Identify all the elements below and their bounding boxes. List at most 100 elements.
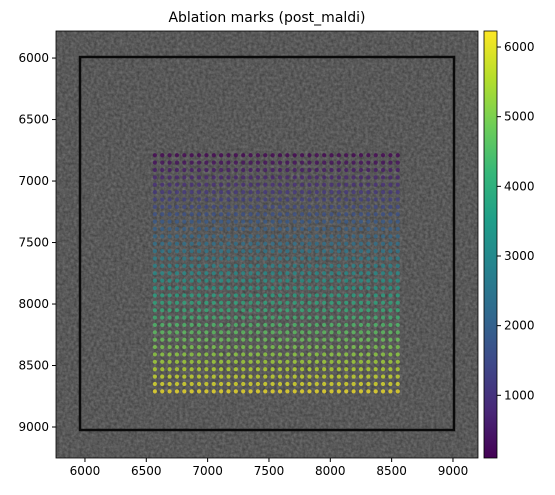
ablation-mark — [174, 249, 180, 254]
ablation-mark — [204, 167, 209, 173]
ablation-mark — [373, 241, 378, 246]
ablation-mark — [182, 167, 187, 173]
ablation-mark — [219, 374, 224, 379]
ablation-mark — [322, 337, 327, 342]
ablation-mark — [351, 315, 356, 320]
ablation-mark — [395, 197, 400, 202]
ablation-mark — [285, 322, 290, 328]
ablation-mark — [160, 300, 165, 305]
ablation-mark — [351, 182, 356, 187]
ablation-mark — [322, 263, 327, 268]
ablation-mark — [241, 315, 246, 320]
ablation-mark — [160, 153, 165, 158]
y-tick-label: 7000 — [18, 174, 49, 188]
ablation-mark — [211, 160, 216, 165]
ablation-mark — [255, 337, 261, 342]
ablation-mark — [336, 352, 341, 357]
ablation-mark — [204, 182, 209, 187]
ablation-mark — [322, 204, 327, 209]
ablation-mark — [351, 167, 356, 173]
ablation-mark — [388, 226, 393, 232]
ablation-mark — [336, 190, 341, 195]
ablation-mark — [322, 300, 327, 305]
ablation-mark — [277, 263, 283, 268]
ablation-mark — [292, 153, 297, 158]
ablation-mark — [270, 256, 275, 261]
ablation-mark — [285, 315, 290, 320]
ablation-mark — [380, 308, 386, 313]
ablation-mark — [189, 190, 194, 195]
ablation-mark — [380, 293, 386, 298]
ablation-mark — [395, 374, 400, 379]
ablation-mark — [152, 374, 157, 379]
ablation-mark — [189, 359, 194, 364]
ablation-mark — [351, 322, 356, 328]
ablation-mark — [263, 337, 268, 342]
ablation-mark — [167, 241, 172, 246]
ablation-mark — [263, 226, 268, 232]
ablation-mark — [219, 234, 224, 239]
ablation-mark — [270, 153, 275, 158]
ablation-mark — [395, 175, 400, 180]
ablation-mark — [219, 330, 224, 335]
ablation-mark — [395, 322, 400, 328]
ablation-mark — [351, 381, 356, 387]
ablation-mark — [226, 293, 231, 298]
ablation-mark — [219, 322, 224, 328]
ablation-mark — [233, 219, 238, 224]
ablation-mark — [336, 271, 341, 276]
ablation-mark — [255, 278, 261, 283]
ablation-mark — [299, 352, 305, 357]
ablation-mark — [395, 352, 400, 357]
ablation-mark — [233, 249, 238, 254]
ablation-mark — [204, 285, 209, 291]
ablation-mark — [307, 271, 312, 276]
ablation-mark — [388, 271, 393, 276]
ablation-mark — [307, 263, 312, 268]
ablation-mark — [395, 212, 400, 217]
ablation-mark — [277, 249, 283, 254]
ablation-mark — [189, 153, 194, 158]
ablation-mark — [182, 285, 187, 291]
ablation-mark — [351, 204, 356, 209]
ablation-mark — [358, 374, 364, 379]
ablation-mark — [380, 175, 386, 180]
ablation-mark — [336, 359, 341, 364]
ablation-mark — [292, 344, 297, 350]
ablation-mark — [351, 337, 356, 342]
ablation-mark — [189, 175, 194, 180]
ablation-mark — [314, 197, 319, 202]
ablation-mark — [174, 197, 180, 202]
ablation-mark — [211, 344, 216, 350]
ablation-mark — [285, 389, 290, 394]
ablation-mark — [292, 167, 297, 173]
ablation-mark — [299, 278, 305, 283]
ablation-mark — [263, 153, 268, 158]
ablation-mark — [277, 337, 283, 342]
marks — [152, 153, 400, 394]
ablation-mark — [366, 285, 371, 291]
ablation-mark — [160, 330, 165, 335]
ablation-mark — [285, 160, 290, 165]
ablation-mark — [152, 381, 157, 387]
ablation-mark — [189, 367, 194, 372]
ablation-mark — [182, 367, 187, 372]
ablation-mark — [226, 263, 231, 268]
ablation-mark — [182, 160, 187, 165]
ablation-mark — [358, 322, 364, 328]
ablation-mark — [211, 322, 216, 328]
ablation-mark — [314, 160, 319, 165]
ablation-mark — [351, 219, 356, 224]
ablation-mark — [167, 389, 172, 394]
ablation-mark — [388, 263, 393, 268]
ablation-mark — [366, 374, 371, 379]
ablation-mark — [329, 167, 334, 173]
ablation-mark — [388, 160, 393, 165]
ablation-mark — [255, 197, 261, 202]
ablation-mark — [248, 374, 253, 379]
ablation-mark — [241, 249, 246, 254]
ablation-mark — [373, 367, 378, 372]
ablation-mark — [336, 167, 341, 173]
ablation-mark — [314, 241, 319, 246]
ablation-mark — [285, 359, 290, 364]
